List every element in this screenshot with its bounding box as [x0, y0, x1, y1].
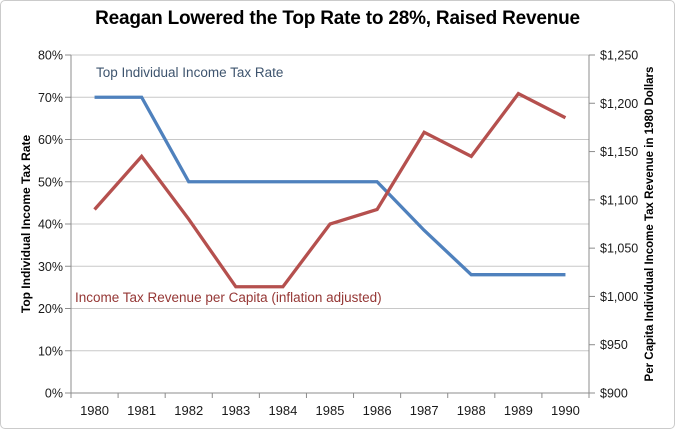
x-axis-tick-label: 1984	[268, 403, 297, 418]
x-axis-tick-label: 1990	[551, 403, 580, 418]
x-axis-tick-label: 1989	[504, 403, 533, 418]
income-tax-revenue-per-capita-line	[93, 91, 567, 289]
left-axis-tick-label: 30%	[38, 260, 63, 274]
x-axis-tick-label: 1982	[174, 403, 203, 418]
x-axis-tick-label: 1987	[410, 403, 439, 418]
x-axis-tick-label: 1986	[363, 403, 392, 418]
right-axis-tick-label: $900	[600, 387, 628, 401]
left-axis-tick-label: 40%	[38, 218, 63, 232]
right-axis-tick-label: $1,250	[600, 49, 638, 63]
right-axis-tick-label: $950	[600, 338, 628, 352]
x-axis-tick-label: 1985	[316, 403, 345, 418]
left-axis-tick-label: 80%	[38, 49, 63, 63]
x-axis-tick-label: 1981	[127, 403, 156, 418]
left-axis-tick-label: 60%	[38, 133, 63, 147]
right-axis-tick-label: $1,000	[600, 290, 638, 304]
x-axis-tick-label: 1988	[457, 403, 486, 418]
left-axis-tick-label: 50%	[38, 175, 63, 189]
top-individual-income-tax-rate-line	[94, 95, 566, 277]
right-axis-tick-label: $1,100	[600, 193, 638, 207]
right-axis-tick-label: $1,050	[600, 242, 638, 256]
revenue-series-label: Income Tax Revenue per Capita (inflation…	[75, 290, 382, 305]
right-axis-tick-label: $1,200	[600, 97, 638, 111]
x-axis-tick-label: 1983	[221, 403, 250, 418]
chart-title: Reagan Lowered the Top Rate to 28%, Rais…	[95, 8, 580, 29]
left-axis-tick-label: 70%	[38, 91, 63, 105]
left-axis-tick-label: 20%	[38, 302, 63, 316]
x-axis-tick-label: 1980	[80, 403, 109, 418]
right-axis-tick-label: $1,150	[600, 145, 638, 159]
left-axis-tick-label: 0%	[45, 387, 63, 401]
left-axis-tick-label: 10%	[38, 344, 63, 358]
tax-rate-series-label: Top Individual Income Tax Rate	[96, 65, 284, 80]
